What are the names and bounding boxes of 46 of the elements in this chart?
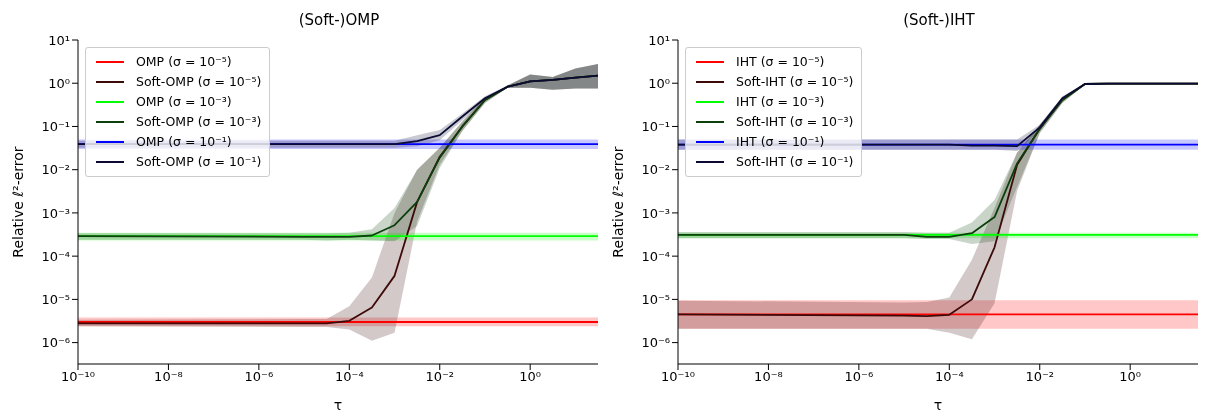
y-tick-label: 10⁰	[648, 75, 670, 91]
chart-title: (Soft-)IHT	[902, 10, 976, 31]
x-tick-label: 10⁻²	[1025, 369, 1055, 385]
chart-title: (Soft-)OMP	[297, 10, 381, 31]
x-tick-label: 10⁻⁸	[154, 369, 183, 385]
legend-label: OMP (σ = 10⁻¹)	[136, 133, 232, 151]
y-tick-label: 10⁻⁵	[641, 291, 670, 307]
legend-label: Soft-OMP (σ = 10⁻¹)	[136, 153, 262, 171]
y-tick-label: 10⁻⁴	[41, 248, 70, 264]
legend-label: IHT (σ = 10⁻¹)	[736, 133, 825, 151]
legend-label: Soft-OMP (σ = 10⁻⁵)	[136, 73, 262, 91]
x-axis-title: τ	[333, 397, 343, 413]
x-tick-label: 10⁻¹⁰	[61, 369, 95, 385]
y-tick-label: 10⁻¹	[641, 119, 670, 135]
y-axis-title: Relative ℓ²-error	[609, 146, 626, 258]
x-tick-label: 10⁰	[519, 369, 542, 385]
y-tick-label: 10⁻¹	[41, 119, 70, 135]
y-tick-label: 10⁰	[48, 75, 70, 91]
x-tick-label: 10⁻⁴	[335, 369, 364, 385]
y-tick-label: 10⁻²	[41, 162, 70, 178]
y-tick-label: 10⁻³	[641, 205, 670, 221]
legend-label: OMP (σ = 10⁻³)	[136, 93, 232, 111]
x-tick-label: 10⁰	[1119, 369, 1142, 385]
legend-label: Soft-OMP (σ = 10⁻³)	[136, 113, 262, 131]
y-tick-label: 10¹	[48, 32, 70, 48]
legend-label: Soft-IHT (σ = 10⁻³)	[736, 113, 854, 131]
x-tick-label: 10⁻⁶	[244, 369, 274, 385]
y-tick-label: 10⁻³	[41, 205, 70, 221]
x-tick-label: 10⁻²	[425, 369, 455, 385]
legend-label: Soft-IHT (σ = 10⁻¹)	[736, 153, 854, 171]
legend-label: OMP (σ = 10⁻⁵)	[136, 53, 232, 71]
legend-label: Soft-IHT (σ = 10⁻⁵)	[736, 73, 854, 91]
y-axis-title: Relative ℓ²-error	[9, 146, 26, 258]
y-tick-label: 10⁻⁵	[41, 291, 70, 307]
y-tick-label: 10⁻⁴	[641, 248, 670, 264]
x-tick-label: 10⁻¹⁰	[661, 369, 695, 385]
y-tick-label: 10⁻⁶	[41, 335, 70, 351]
x-axis-title: τ	[933, 397, 943, 413]
x-tick-label: 10⁻⁸	[754, 369, 783, 385]
legend-label: IHT (σ = 10⁻⁵)	[736, 53, 825, 71]
y-tick-label: 10¹	[648, 32, 670, 48]
legend-label: IHT (σ = 10⁻³)	[736, 93, 825, 111]
y-tick-label: 10⁻⁶	[641, 335, 670, 351]
y-tick-label: 10⁻²	[641, 162, 670, 178]
x-tick-label: 10⁻⁴	[935, 369, 964, 385]
x-tick-label: 10⁻⁶	[844, 369, 874, 385]
